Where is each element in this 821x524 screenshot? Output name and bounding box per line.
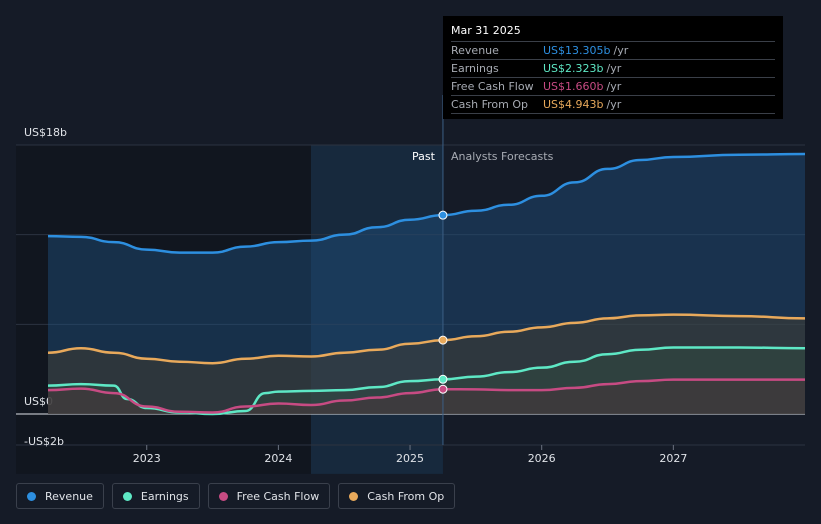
x-tick-label: 2026: [528, 452, 556, 465]
tooltip-value: US$2.323b: [543, 62, 604, 75]
legend: Revenue Earnings Free Cash Flow Cash Fro…: [16, 483, 456, 509]
legend-dot-icon: [349, 491, 359, 501]
forecast-label: Analysts Forecasts: [451, 150, 554, 163]
legend-label: Cash From Op: [367, 489, 445, 503]
past-label: Past: [412, 150, 436, 163]
legend-item-free-cash-flow[interactable]: Free Cash Flow: [207, 483, 331, 509]
past-background: [16, 145, 311, 474]
legend-label: Free Cash Flow: [236, 489, 320, 503]
tooltip-row-free-cash-flow: Free Cash Flow US$1.660b /yr: [451, 78, 775, 96]
data-point-marker: [438, 335, 448, 345]
tooltip-unit: /yr: [613, 44, 629, 57]
tooltip-date: Mar 31 2025: [451, 24, 775, 42]
series-area-revenue: [48, 153, 805, 414]
tooltip-label: Earnings: [451, 62, 499, 75]
legend-item-earnings[interactable]: Earnings: [111, 483, 200, 509]
x-tick-label: 2024: [264, 452, 292, 465]
series-line-earnings: [47, 346, 806, 416]
tooltip-row-earnings: Earnings US$2.323b /yr: [451, 60, 775, 78]
tooltip-row-revenue: Revenue US$13.305b /yr: [451, 42, 775, 60]
tooltip-unit: /yr: [606, 98, 622, 111]
tooltip-unit: /yr: [606, 80, 622, 93]
legend-dot-icon: [218, 491, 228, 501]
data-point-marker: [438, 374, 448, 384]
y-axis-label: -US$2b: [24, 435, 64, 448]
tooltip-row-cash-from-op: Cash From Op US$4.943b /yr: [451, 96, 775, 114]
tooltip: Mar 31 2025 Revenue US$13.305b /yr Earni…: [443, 16, 783, 119]
series-area-cash-from-op: [48, 314, 805, 414]
tooltip-value: US$4.943b: [543, 98, 604, 111]
highlight-band: [311, 145, 443, 474]
series-line-revenue: [47, 152, 806, 254]
legend-label: Earnings: [140, 489, 189, 503]
data-point-marker: [438, 210, 448, 220]
legend-item-revenue[interactable]: Revenue: [16, 483, 104, 509]
data-point-marker: [438, 384, 448, 394]
legend-dot-icon: [122, 491, 132, 501]
y-axis-label: US$18b: [24, 126, 67, 139]
series-line-cash-from-op: [47, 313, 806, 365]
series-line-free-cash-flow: [47, 378, 805, 414]
legend-label: Revenue: [45, 489, 93, 503]
legend-item-cash-from-op[interactable]: Cash From Op: [338, 483, 456, 509]
tooltip-value: US$13.305b: [543, 44, 611, 57]
x-tick-label: 2025: [396, 452, 424, 465]
tooltip-label: Cash From Op: [451, 98, 529, 111]
tooltip-label: Revenue: [451, 44, 499, 57]
x-tick-label: 2027: [659, 452, 687, 465]
x-tick-label: 2023: [133, 452, 161, 465]
legend-dot-icon: [27, 491, 36, 501]
tooltip-value: US$1.660b: [543, 80, 604, 93]
tooltip-unit: /yr: [606, 62, 622, 75]
series-area-free-cash-flow: [48, 379, 805, 414]
tooltip-label: Free Cash Flow: [451, 80, 534, 93]
y-axis-label: US$0: [24, 395, 53, 408]
